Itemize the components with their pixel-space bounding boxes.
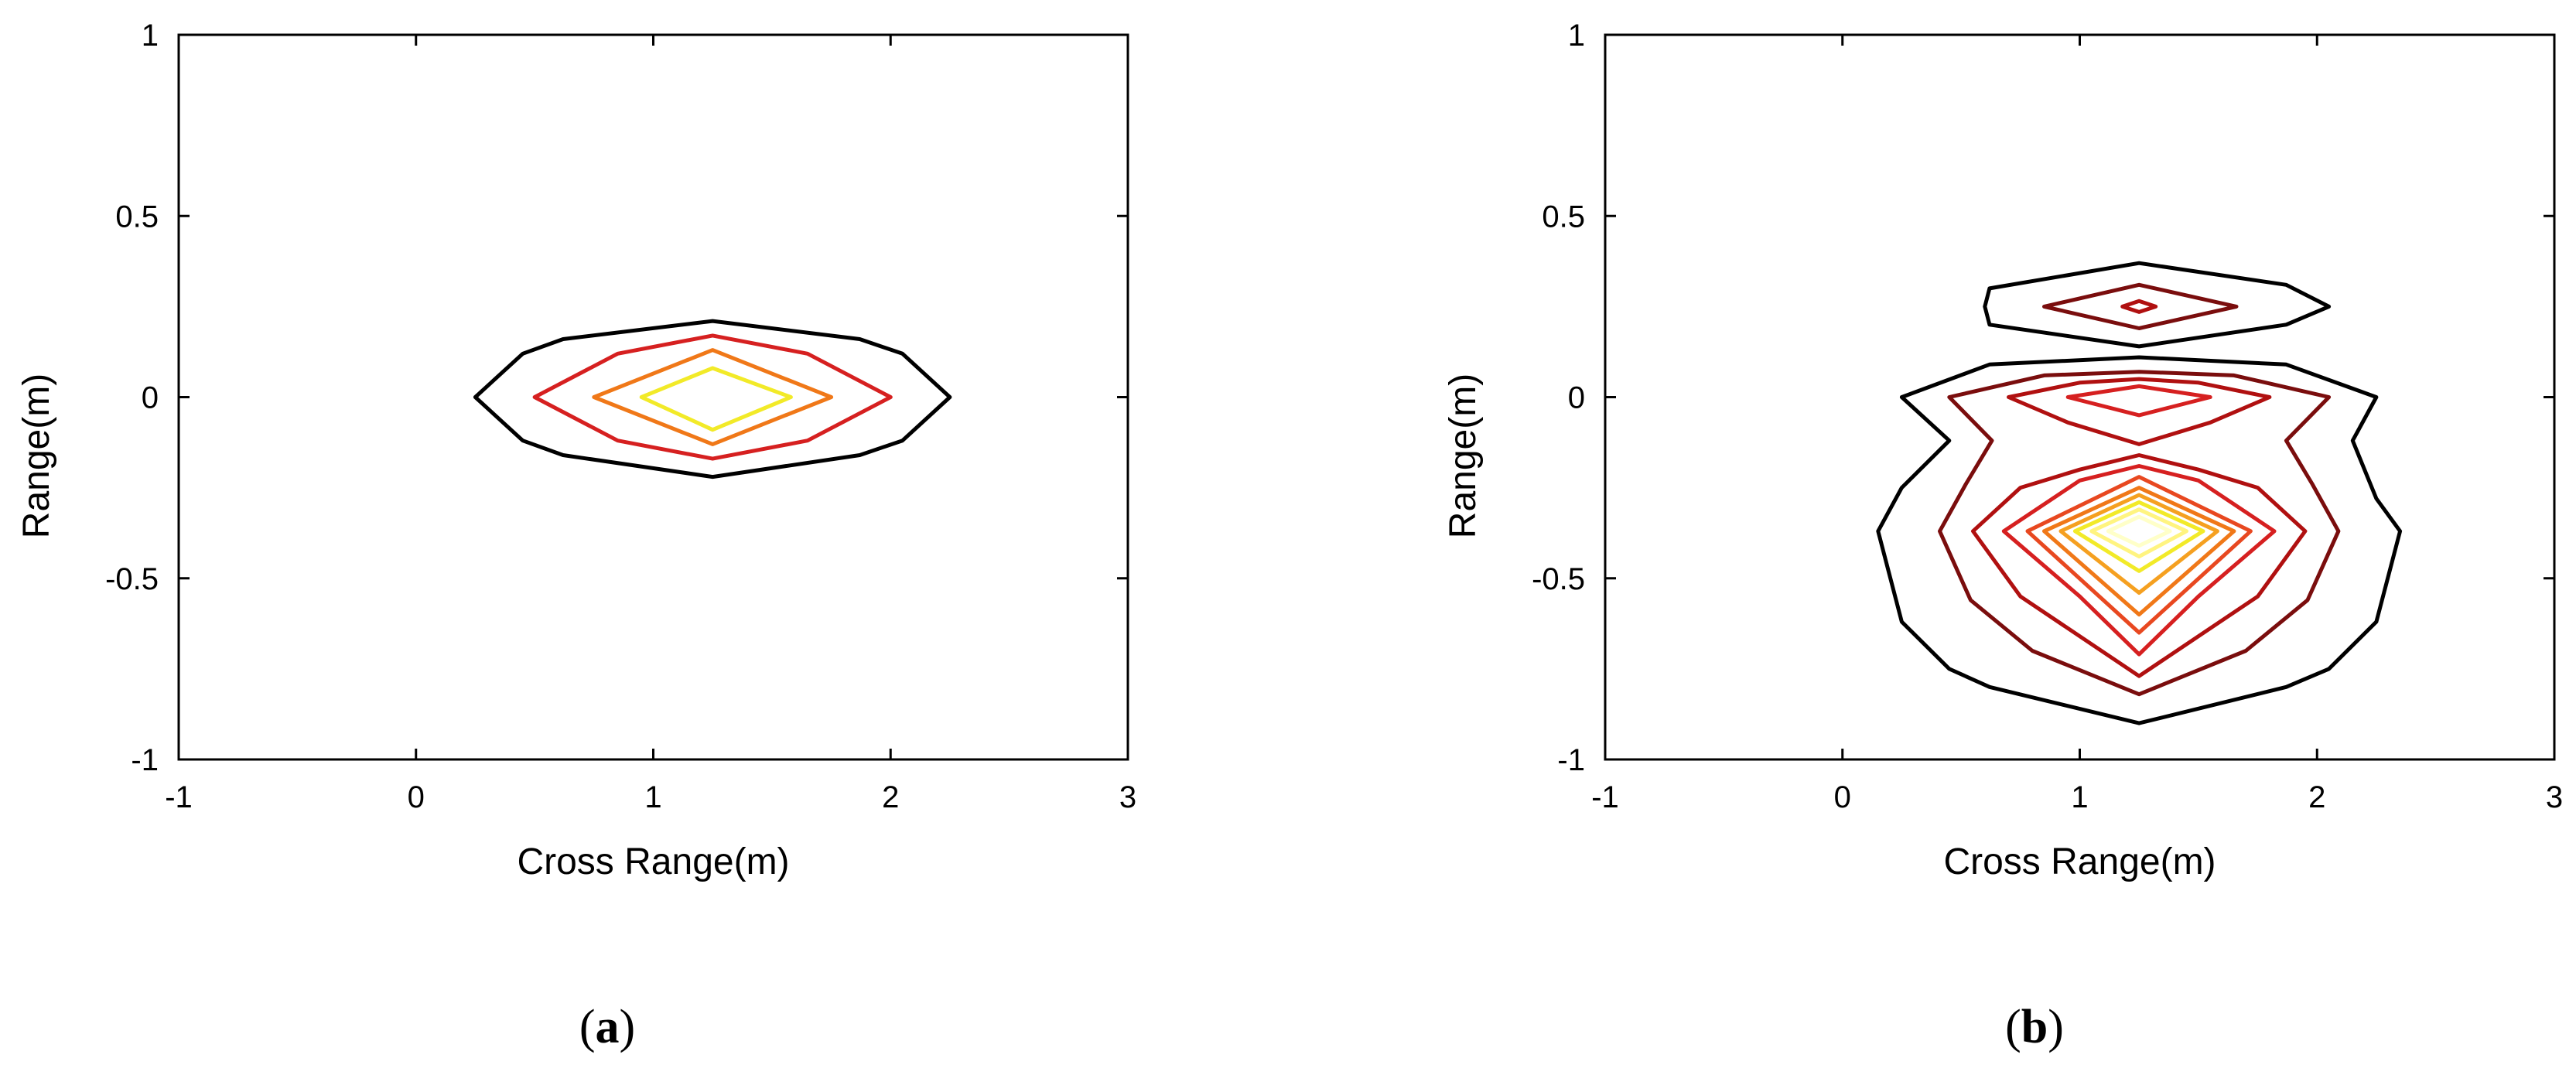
panel-b-tag-close: ) xyxy=(2048,1001,2064,1053)
panel-a-tag-open: ( xyxy=(579,1001,596,1053)
panel-a-xtick-label-1: 0 xyxy=(408,780,425,814)
panel-a-contour-level-2-1 xyxy=(532,333,893,461)
panel-b-contour-level-1-3 xyxy=(1876,355,2403,725)
panel-a-xtick-label-3: 2 xyxy=(882,780,899,814)
panel-b-xtick-label-1: 0 xyxy=(1834,780,1851,814)
panel-b-tag-open: ( xyxy=(2005,1001,2021,1053)
panel-b-contour-level-1-0 xyxy=(1983,261,2332,349)
panel-a-tag-close: ) xyxy=(620,1001,636,1053)
panel-a-xtick-label-2: 1 xyxy=(644,780,661,814)
panel-a-contour-level-3-2 xyxy=(592,348,834,446)
panel-b: -1 0 1 2 3 -1 -0.5 0 0.5 1 Cross Range(m) Range(m) xyxy=(1443,19,2563,882)
panel-b-contour-level-4-8 xyxy=(2001,464,2277,657)
panel-a-contour-level-4-3 xyxy=(639,366,793,432)
panel-b-contour-level-7-11 xyxy=(2058,493,2219,595)
panel-b-ytick-label-4: 1 xyxy=(1568,19,1585,53)
panel-b-y-axis-label: Range(m) xyxy=(1443,374,1484,538)
panel-b-contour-level-3-7 xyxy=(1971,453,2308,678)
panel-a-tag-letter: a xyxy=(596,1001,620,1053)
panel-b-xtick-label-4: 3 xyxy=(2546,780,2563,814)
panel-b-xtick-label-3: 2 xyxy=(2308,780,2325,814)
panel-b-contour-level-3-2 xyxy=(2120,299,2158,314)
panel-a-xtick-label-4: 3 xyxy=(1119,780,1136,814)
panel-a-ytick-label-4: 1 xyxy=(142,19,159,53)
panel-b-contour-level-2-4 xyxy=(1938,370,2341,697)
panel-a-ytick-label-0: -1 xyxy=(131,743,159,777)
panel-b-contour-level-8-12 xyxy=(2072,500,2205,573)
panel-b-xtick-label-2: 1 xyxy=(2071,780,2088,814)
panel-b-ytick-label-3: 0.5 xyxy=(1542,200,1585,234)
panel-b-ytick-label-1: -0.5 xyxy=(1532,562,1585,596)
panel-a: -1 0 1 2 3 -1 -0.5 0 0.5 1 Cross Range(m) Range(m) xyxy=(16,19,1136,882)
panel-b-ytick-label-0: -1 xyxy=(1557,743,1585,777)
panel-a-ytick-label-2: 0 xyxy=(142,381,159,415)
panel-a-x-axis-label: Cross Range(m) xyxy=(517,841,789,882)
panel-b-ytick-label-2: 0 xyxy=(1568,381,1585,415)
panel-b-tag: (b) xyxy=(2005,1001,2064,1053)
panel-a-ytick-label-1: -0.5 xyxy=(105,562,159,596)
panel-b-tag-letter: b xyxy=(2021,1001,2048,1053)
panel-a-xtick-label-0: -1 xyxy=(165,780,193,814)
panel-b-contour-level-4-6 xyxy=(2065,384,2212,418)
panel-b-contour-level-3-5 xyxy=(2007,377,2272,446)
panel-a-tag: (a) xyxy=(579,1001,635,1053)
panel-a-contour-level-1-0 xyxy=(473,319,952,479)
panel-b-contour-level-5-9 xyxy=(2025,475,2253,635)
panel-b-xtick-label-0: -1 xyxy=(1591,780,1619,814)
panel-a-y-axis-label: Range(m) xyxy=(16,374,57,538)
panel-b-contour-level-6-10 xyxy=(2042,486,2236,617)
panel-b-contour-level-9-13 xyxy=(2089,507,2188,559)
panel-a-ytick-label-3: 0.5 xyxy=(115,200,159,234)
panel-b-x-axis-label: Cross Range(m) xyxy=(1943,841,2216,882)
panel-b-contour-level-10-14 xyxy=(2106,514,2172,548)
panel-a-axes-box xyxy=(177,33,1129,761)
panel-b-contour-level-2-1 xyxy=(2042,282,2239,330)
